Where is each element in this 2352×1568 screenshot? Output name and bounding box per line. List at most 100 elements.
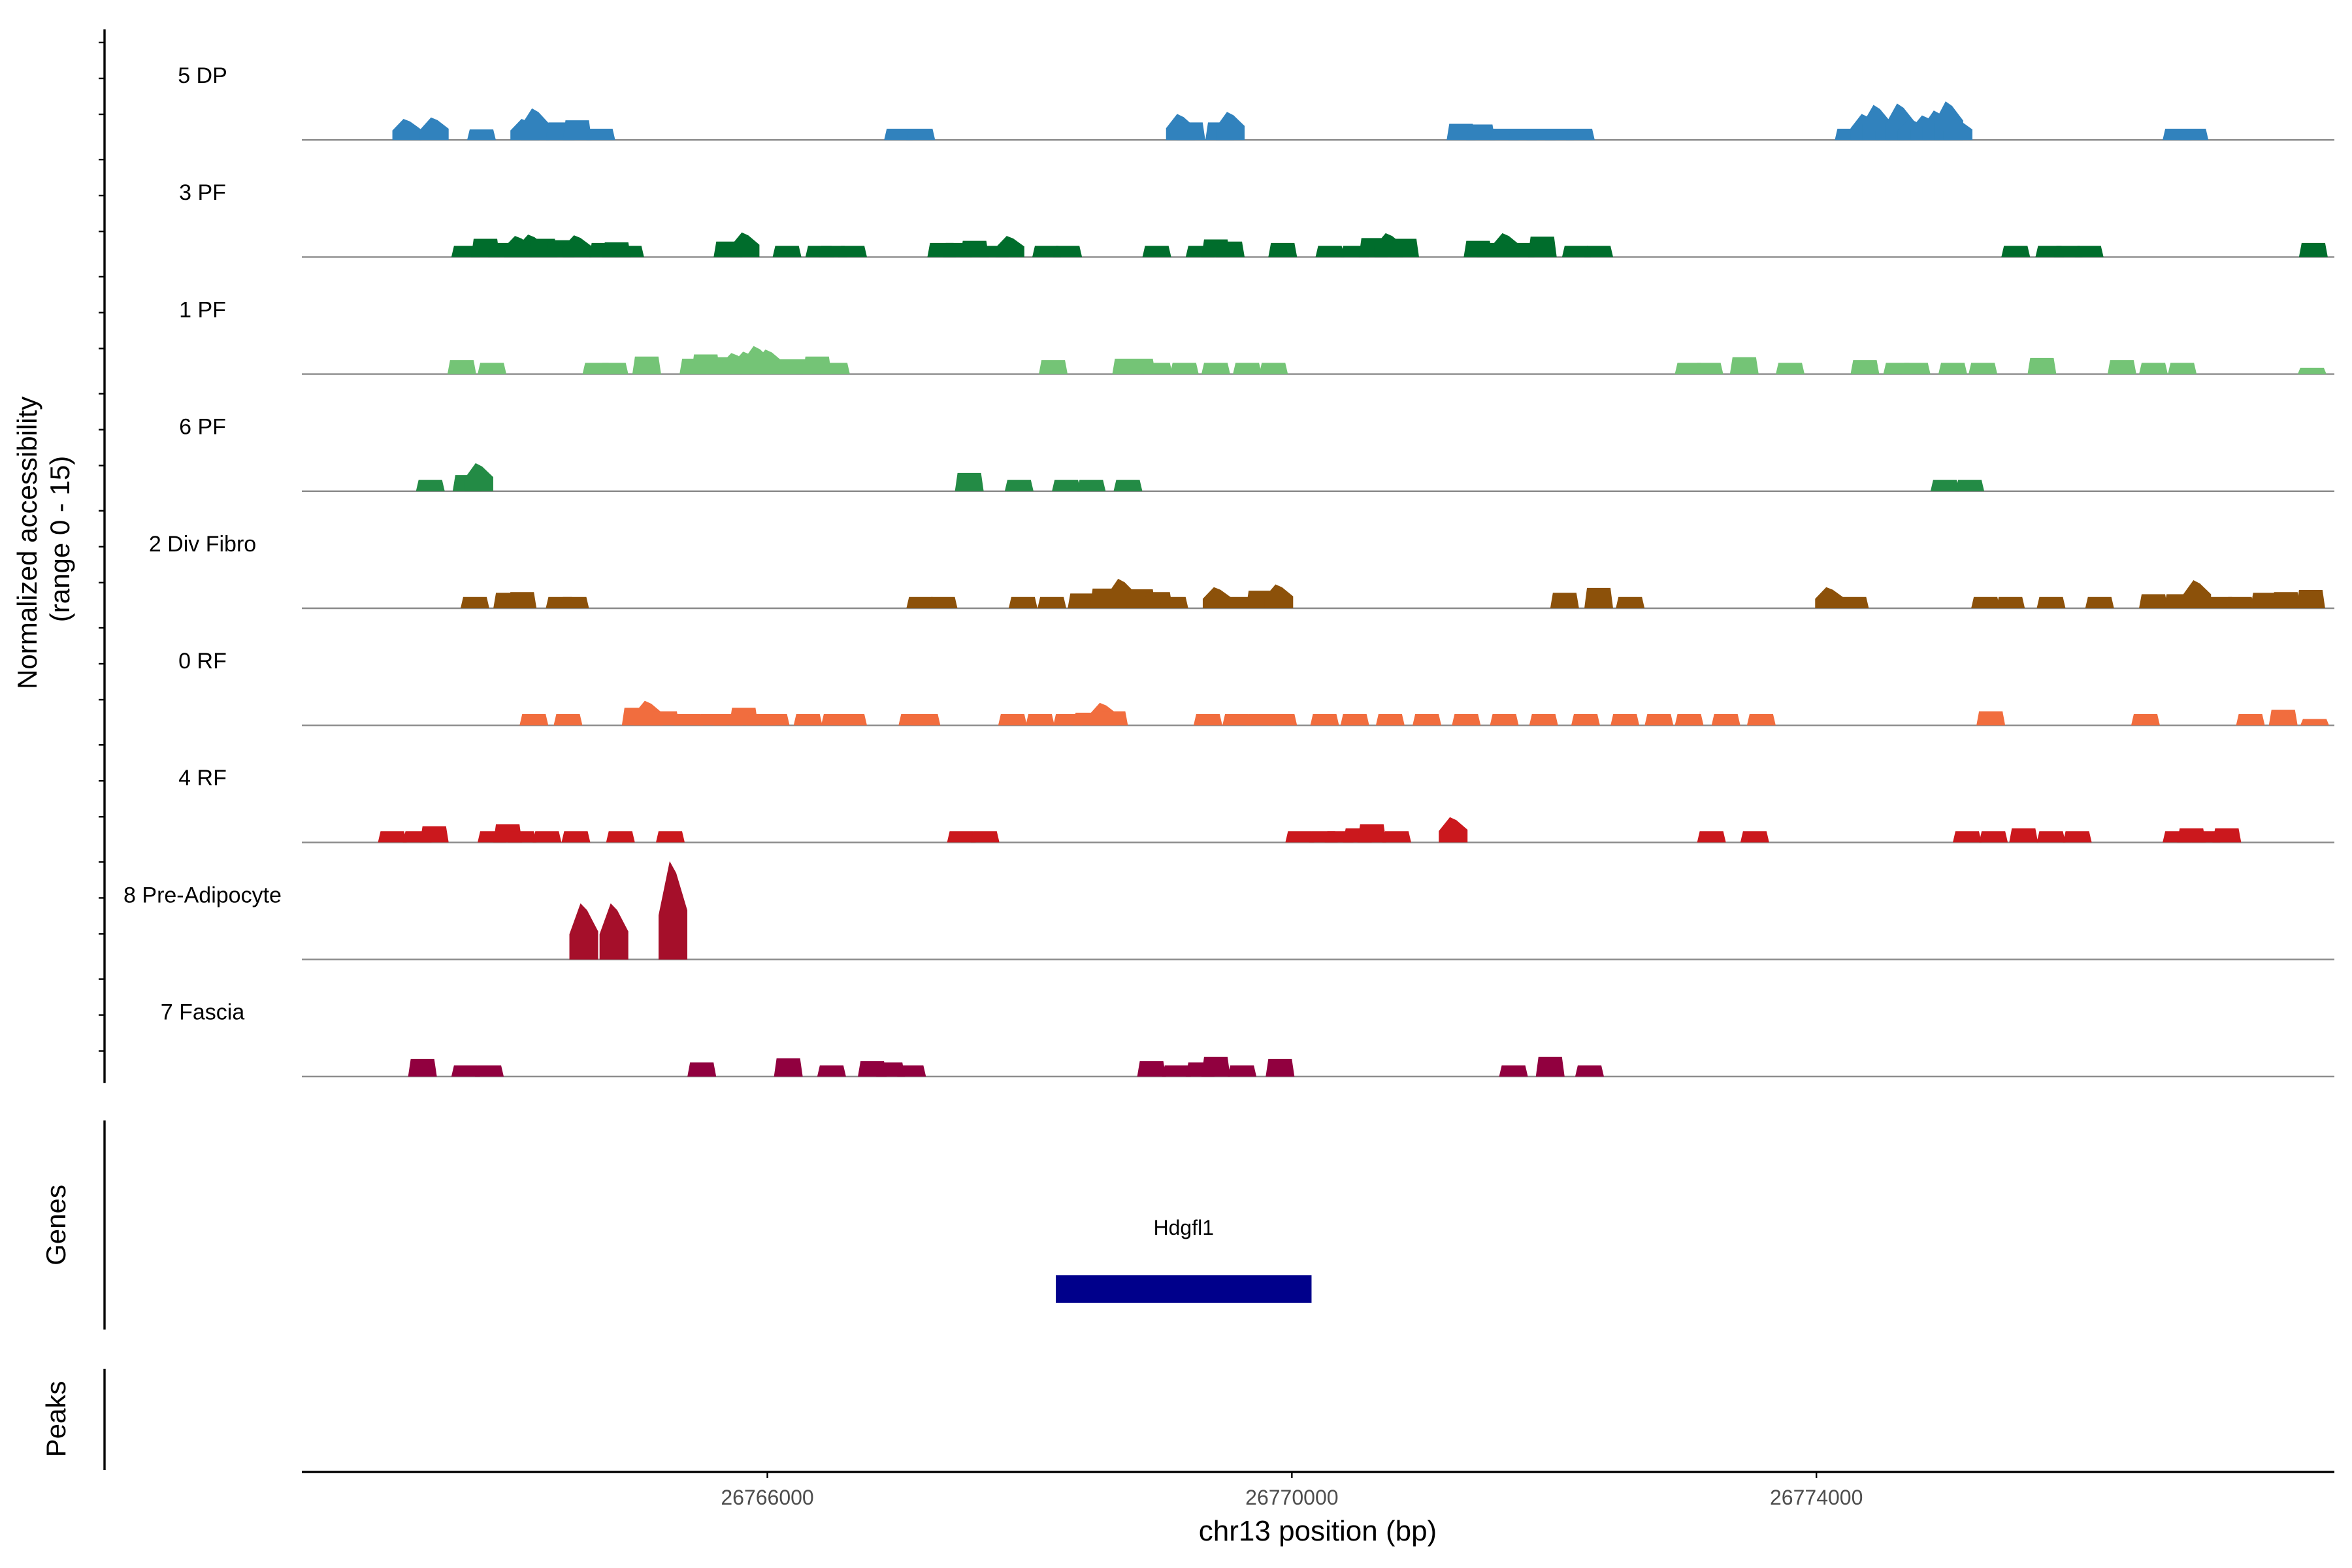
coverage-peak [1176,122,1205,140]
coverage-peak [817,1065,846,1077]
coverage-peak [1955,480,1985,491]
coverage-peak [2296,590,2325,608]
coverage-peak [1077,480,1106,491]
y-axis [99,29,106,1083]
coverage-peak [1142,246,1171,257]
coverage-peak [1159,596,1188,608]
coverage-peak [2036,831,2066,843]
coverage-peak [1052,480,1081,491]
x-axis-title: chr13 position (bp) [1199,1515,1437,1547]
coverage-peak [560,596,589,608]
coverage-peak [1529,714,1558,726]
coverage-peak [478,363,507,374]
coverage-peak [553,714,583,726]
coverage-peak [1008,596,1037,608]
coverage-peak [1561,246,1591,257]
coverage-peak [1201,363,1230,374]
x-tick-label: 26766000 [721,1486,813,1509]
coverage-peak [586,129,615,140]
coverage-peak [1390,238,1419,257]
coverage-peak [1216,241,1245,257]
coverage-peak [772,246,802,257]
coverage-peak [793,714,823,726]
coverage-peak [1535,1056,1565,1077]
coverage-peak [519,714,549,726]
coverage-peak [659,861,688,960]
coverage-peak [1053,246,1083,257]
coverage-peak [1233,363,1262,374]
coverage-peak [1169,363,1199,374]
coverage-peak [2036,596,2066,608]
coverage-peak [1268,714,1298,726]
track: 6 PF [179,415,2334,492]
coverage-peak [1382,831,1411,843]
coverage-peak [1452,714,1481,726]
coverage-peak [475,1065,504,1077]
coverage-peak [1938,363,1967,374]
coverage-peak [532,831,562,843]
coverage-peak [1610,714,1640,726]
coverage-peak [1099,711,1128,726]
coverage-peak [1068,593,1097,608]
gene-models: Hdgfl1 [1056,1216,1312,1303]
track-label: 4 RF [178,766,227,791]
coverage-peak [998,714,1027,726]
gene-label: Hdgfl1 [1154,1216,1215,1239]
track-label: 8 Pre-Adipocyte [123,883,282,907]
track: 3 PF [179,180,2334,258]
coverage-peak [451,1065,480,1077]
coverage-peak [1216,112,1245,140]
coverage-peak [1266,1058,1295,1077]
coverage-peak [1550,593,1579,608]
coverage-peak [687,1062,717,1077]
coverage-peak [408,1058,437,1077]
x-ticks: 26766000 26770000 26774000 [721,1472,1863,1509]
track: 4 RF [178,766,2334,843]
track: 8 Pre-Adipocyte [123,861,2334,960]
coverage-peak [947,831,976,843]
coverage-peak [508,592,537,608]
coverage-peak [1996,596,2025,608]
coverage-peak [1264,584,1294,608]
track: 7 Fascia [161,1000,2334,1078]
coverage-peak [466,129,496,140]
track: 1 PF [179,297,2334,375]
coverage-peak [1571,714,1600,726]
coverage-peak [1285,831,1315,843]
gene-panel-title: Genes [41,1184,71,1266]
coverage-peak [2182,580,2212,608]
coverage-peak [1037,596,1067,608]
coverage-peak [928,596,958,608]
coverage-peak [1644,714,1674,726]
coverage-peak [1268,242,1298,257]
gene-panel: Genes Hdgfl1 [41,1120,1312,1330]
coverage-peak [906,596,936,608]
coverage-peak [2063,831,2092,843]
coverage-peak [674,714,704,726]
coverage-peak [392,118,421,140]
coverage-peak [1971,596,2001,608]
track-label: 7 Fascia [161,1000,245,1025]
coverage-peak [1375,714,1405,726]
coverage-peak [1729,357,1759,374]
coverage-peak [838,246,867,257]
coverage-peak [599,363,629,374]
coverage-peak [1039,360,1068,374]
coverage-peak [2168,363,2197,374]
coverage-peak [1746,714,1776,726]
coverage-peak [655,831,685,843]
coverage-peak [1357,824,1386,843]
coverage-peak [1439,817,1468,843]
coverage-peak [632,356,661,374]
track-label: 6 PF [179,415,226,440]
coverage-peak [970,831,1000,843]
coverage-peak [561,831,591,843]
coverage-peak [563,120,592,140]
track: 0 RF [178,649,2334,727]
coverage-peak [2236,714,2265,726]
coverage-peak [1004,480,1034,491]
coverage-peak [1310,714,1339,726]
coverage-peak [1953,831,1982,843]
x-axis: 26766000 26770000 26774000 chr13 position … [302,1471,2334,1547]
